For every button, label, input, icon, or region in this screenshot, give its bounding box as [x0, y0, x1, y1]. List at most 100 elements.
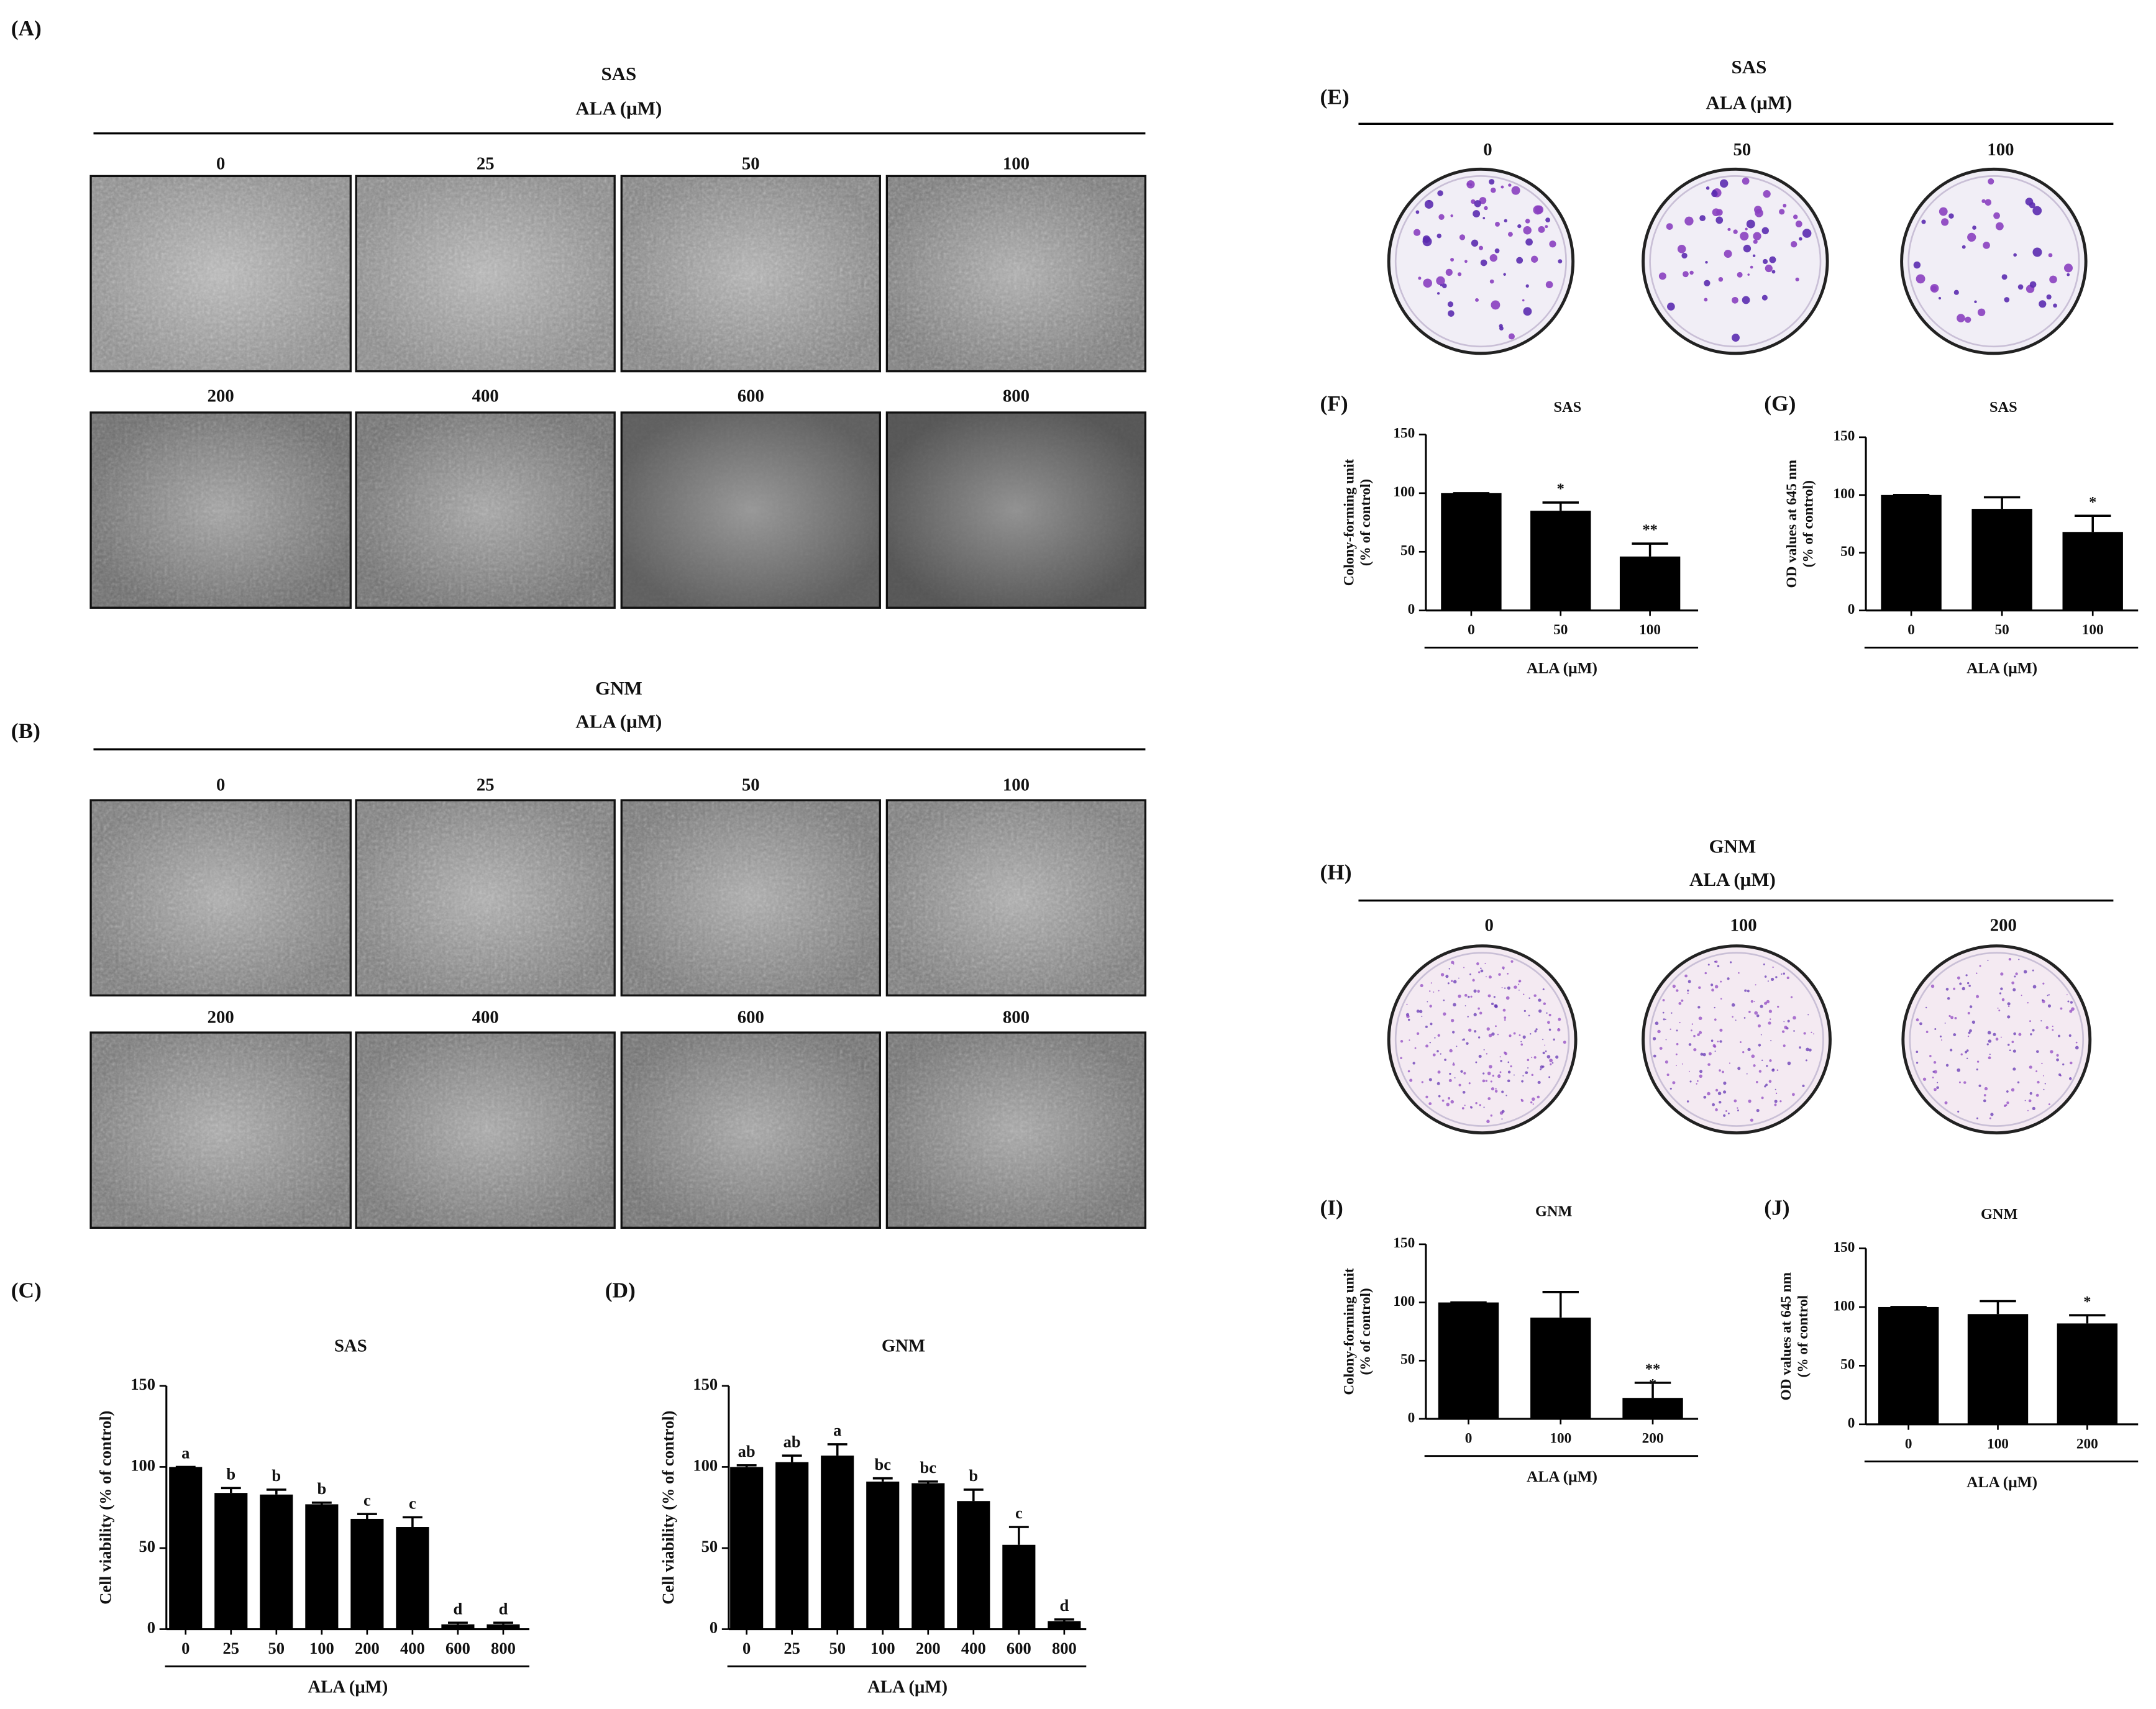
colony [2001, 274, 2008, 280]
colony [1406, 1014, 1410, 1018]
x-axis-label: ALA (μM) [1527, 659, 1597, 677]
y-tick-label: 150 [1834, 428, 1855, 444]
colony [1954, 1016, 1957, 1019]
colony [1775, 1088, 1776, 1090]
colony [1413, 229, 1421, 236]
colony [1712, 189, 1717, 194]
colony [1437, 234, 1441, 239]
y-tick-label: 0 [147, 1618, 155, 1637]
micrograph-frame [620, 1031, 881, 1229]
colony [1487, 994, 1491, 998]
colony [1546, 1012, 1548, 1014]
colony [1716, 209, 1723, 216]
colony [1528, 997, 1530, 999]
colony [1925, 1006, 1927, 1009]
colony [1400, 1040, 1404, 1043]
colony [1676, 1065, 1677, 1067]
colony [1483, 1049, 1485, 1050]
colony [1678, 1001, 1682, 1005]
colony [2011, 981, 2015, 985]
y-axis-label: OD values at 645 nm [1778, 1272, 1794, 1400]
x-axis-label: ALA (μM) [308, 1677, 388, 1697]
colony [1508, 333, 1515, 340]
colony [1469, 973, 1471, 975]
colony [1983, 1099, 1986, 1103]
colony [1934, 1088, 1937, 1091]
colony [2027, 1110, 2029, 1111]
colony [1769, 256, 1776, 263]
colony [1998, 1009, 2001, 1011]
colony [1430, 982, 1432, 984]
colony [1717, 965, 1720, 967]
colony [1534, 1030, 1537, 1032]
colony [1959, 982, 1962, 985]
colony [2004, 297, 2010, 303]
colony [1438, 1095, 1441, 1098]
colony [1522, 299, 1525, 302]
colony [1988, 1056, 1991, 1060]
y-tick-label: 100 [1393, 484, 1415, 500]
colony [2025, 198, 2034, 206]
colony [1549, 240, 1556, 248]
colony [1438, 214, 1445, 220]
micrograph-frame [355, 799, 616, 996]
colony [1538, 1009, 1542, 1013]
y-tick-label: 50 [701, 1537, 718, 1556]
colony [1517, 224, 1522, 229]
colony [1702, 1052, 1706, 1057]
micrograph-glow [621, 800, 880, 996]
colony [1750, 1118, 1753, 1122]
colony [1742, 1051, 1745, 1054]
colony [1521, 1080, 1524, 1083]
colony [1748, 1011, 1751, 1013]
x-tick-label: 200 [355, 1639, 380, 1657]
dose-label: 100 [1003, 775, 1030, 795]
colony [1676, 989, 1679, 992]
y-tick-label: 50 [1840, 1357, 1855, 1373]
micrograph-frame [89, 1031, 352, 1229]
colony [1699, 1070, 1703, 1073]
error-bar [311, 1502, 332, 1505]
colony [1470, 995, 1473, 998]
colony [1437, 1082, 1440, 1085]
colony [1698, 986, 1701, 990]
dose-label: 400 [472, 1008, 499, 1028]
colony [1953, 987, 1956, 990]
colony [1533, 205, 1543, 215]
significance-label: ab [738, 1442, 756, 1461]
colony [2048, 1103, 2050, 1106]
colony [1769, 1018, 1771, 1020]
colony [1712, 1103, 1715, 1106]
colony [2066, 994, 2068, 996]
colony [1711, 1039, 1714, 1042]
colony [1715, 1108, 1718, 1111]
colony [1779, 1100, 1782, 1103]
colony [1474, 200, 1481, 207]
dose-label: 0 [1483, 140, 1492, 160]
colony [1744, 989, 1747, 992]
colony [1520, 1043, 1523, 1046]
colony [1507, 1061, 1510, 1064]
micrograph-frame [89, 799, 352, 996]
colony [1445, 268, 1453, 276]
colony [1790, 996, 1793, 998]
colony [1542, 1039, 1544, 1041]
significance-label: ab [783, 1432, 801, 1451]
colony [1549, 1059, 1553, 1062]
colony [2012, 1067, 2016, 1071]
error-bar [221, 1487, 241, 1493]
colony [1754, 206, 1762, 214]
treatment-title: ALA (μM) [575, 710, 662, 732]
panel-label: (E) [1320, 84, 1349, 109]
x-tick-label: 200 [916, 1639, 941, 1657]
culture-plate [1387, 944, 1578, 1135]
colony [1468, 1082, 1471, 1085]
y-tick-label: 150 [693, 1375, 718, 1393]
colony [2015, 972, 2018, 975]
colony [1966, 982, 1970, 985]
colony [1687, 992, 1689, 995]
colony [1783, 1044, 1786, 1047]
bar [821, 1456, 854, 1629]
x-tick-label: 0 [181, 1639, 190, 1657]
colony [1429, 1042, 1431, 1044]
